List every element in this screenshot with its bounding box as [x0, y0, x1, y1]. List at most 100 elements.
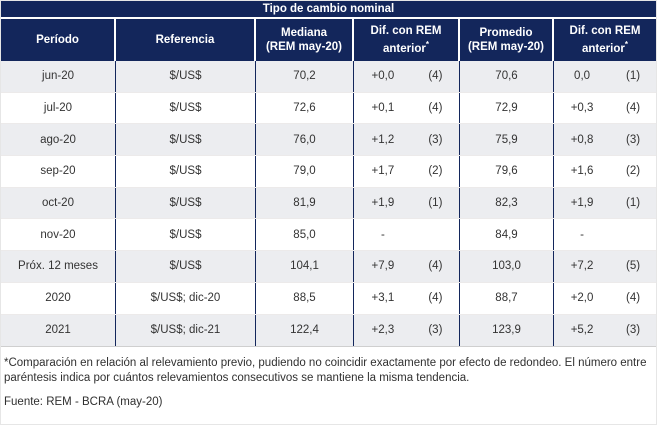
header-line: anterior*: [383, 40, 429, 55]
dif-value: +7,2: [570, 260, 594, 273]
cell-reference: $/US$: [116, 187, 256, 219]
dif-value: +0,0: [371, 70, 395, 83]
cell-promedio: 84,9: [460, 219, 554, 251]
dif-trend-count: (4): [428, 70, 443, 83]
column-header-periodo: Período: [1, 19, 116, 61]
dif-trend-count: (3): [626, 324, 641, 337]
dif-value: +1,2: [371, 133, 395, 146]
cell-dif-promedio: +1,6 (2): [554, 156, 656, 187]
table-footnote: *Comparación en relación al relevamiento…: [4, 357, 647, 385]
cell-dif-mediana: +1,2 (3): [354, 124, 460, 156]
cell-dif-promedio: +0,3 (4): [554, 93, 656, 124]
cell-promedio: 75,9: [460, 124, 554, 156]
cell-mediana: 76,0: [256, 124, 354, 156]
dif-value: -: [380, 228, 385, 241]
cell-reference: $/US$: [116, 61, 256, 92]
header-line: Período: [36, 34, 79, 46]
table-source: Fuente: REM - BCRA (may-20): [4, 396, 163, 409]
cell-promedio: 88,7: [460, 282, 554, 314]
dif-value: +2,0: [570, 292, 594, 305]
table-row: Próx. 12 meses $/US$ 104,1 +7,9 (4) 103,…: [1, 251, 656, 283]
cell-reference: $/US$; dic-21: [116, 314, 256, 347]
header-line: Referencia: [155, 34, 215, 46]
dif-trend-count: (4): [428, 260, 443, 273]
dif-value: +1,9: [570, 197, 594, 210]
dif-trend-count: (4): [626, 102, 641, 115]
cell-mediana: 88,5: [256, 282, 354, 314]
table-body: jun-20 $/US$ 70,2 +0,0 (4) 70,6 0,0 (1) …: [1, 61, 656, 348]
column-header-dif-mediana: Dif. con REM anterior*: [354, 19, 460, 61]
cell-period: ago-20: [1, 124, 116, 156]
cell-mediana: 72,6: [256, 92, 354, 124]
dif-value: +0,1: [371, 102, 395, 115]
cell-promedio: 79,6: [460, 156, 554, 187]
cell-reference: $/US$: [116, 219, 256, 251]
cell-mediana: 79,0: [256, 156, 354, 187]
cell-period: jun-20: [1, 61, 116, 92]
cell-dif-mediana: +0,0 (4): [354, 61, 460, 92]
dif-trend-count: (1): [626, 197, 641, 210]
cell-period: 2021: [1, 314, 116, 347]
dif-value: +1,6: [570, 165, 594, 178]
cell-dif-promedio: -: [554, 219, 656, 250]
cell-dif-promedio: +2,0 (4): [554, 283, 656, 314]
cell-period: 2020: [1, 282, 116, 314]
dif-value: +5,2: [570, 324, 594, 337]
cell-dif-mediana: +7,9 (4): [354, 251, 460, 282]
header-line: Dif. con REM: [370, 25, 442, 38]
cell-period: Próx. 12 meses: [1, 251, 116, 282]
dif-value: +0,8: [570, 133, 594, 146]
header-line: Promedio: [479, 27, 533, 39]
header-line: anterior*: [582, 40, 628, 55]
cell-reference: $/US$; dic-20: [116, 282, 256, 314]
cell-dif-mediana: +2,3 (3): [354, 314, 460, 347]
cell-dif-promedio: 0,0 (1): [554, 61, 656, 92]
dif-trend-count: (2): [428, 165, 443, 178]
cell-period: oct-20: [1, 187, 116, 219]
cell-mediana: 70,2: [256, 61, 354, 92]
cell-mediana: 122,4: [256, 314, 354, 347]
cell-dif-mediana: +1,9 (1): [354, 187, 460, 219]
dif-trend-count: (3): [428, 133, 443, 146]
cell-promedio: 72,9: [460, 92, 554, 124]
table-title: Tipo de cambio nominal: [1, 1, 656, 19]
header-line: (REM may-20): [467, 41, 545, 53]
table-row: 2020 $/US$; dic-20 88,5 +3,1 (4) 88,7 +2…: [1, 282, 656, 315]
cell-reference: $/US$: [116, 156, 256, 187]
column-header-dif-promedio: Dif. con REM anterior*: [554, 19, 656, 61]
header-line: Dif. con REM: [569, 25, 641, 38]
dif-value: 0,0: [574, 70, 591, 83]
dif-trend-count: (2): [626, 165, 641, 178]
header-line: (REM may-20): [265, 41, 343, 53]
table-row: oct-20 $/US$ 81,9 +1,9 (1) 82,3 +1,9 (1): [1, 187, 656, 220]
cell-dif-promedio: +1,9 (1): [554, 188, 656, 219]
footnote-asterisk: *: [624, 40, 628, 50]
cell-reference: $/US$: [116, 251, 256, 282]
dif-trend-count: (1): [428, 197, 443, 210]
dif-trend-count: (4): [428, 102, 443, 115]
dif-trend-count: (4): [626, 292, 641, 305]
cell-promedio: 103,0: [460, 251, 554, 282]
cell-dif-promedio: +0,8 (3): [554, 124, 656, 155]
cell-dif-mediana: -: [354, 219, 460, 251]
table-row: jun-20 $/US$ 70,2 +0,0 (4) 70,6 0,0 (1): [1, 61, 656, 93]
cell-dif-mediana: +1,7 (2): [354, 156, 460, 187]
column-header-mediana: Mediana (REM may-20): [256, 19, 354, 61]
dif-value: +1,9: [371, 197, 395, 210]
dif-trend-count: (4): [428, 292, 443, 305]
cell-period: jul-20: [1, 92, 116, 124]
cell-period: nov-20: [1, 219, 116, 251]
cell-reference: $/US$: [116, 124, 256, 156]
table-row: sep-20 $/US$ 79,0 +1,7 (2) 79,6 +1,6 (2): [1, 156, 656, 188]
cell-dif-promedio: +5,2 (3): [554, 315, 656, 347]
cell-promedio: 82,3: [460, 187, 554, 219]
cell-dif-mediana: +3,1 (4): [354, 282, 460, 314]
dif-trend-count: (3): [428, 324, 443, 337]
cell-mediana: 81,9: [256, 187, 354, 219]
table-row: 2021 $/US$; dic-21 122,4 +2,3 (3) 123,9 …: [1, 314, 656, 347]
cell-mediana: 104,1: [256, 251, 354, 282]
table-header-row: Período Referencia Mediana (REM may-20) …: [1, 19, 656, 61]
column-header-promedio: Promedio (REM may-20): [460, 19, 554, 61]
footnote-asterisk: *: [425, 40, 429, 50]
